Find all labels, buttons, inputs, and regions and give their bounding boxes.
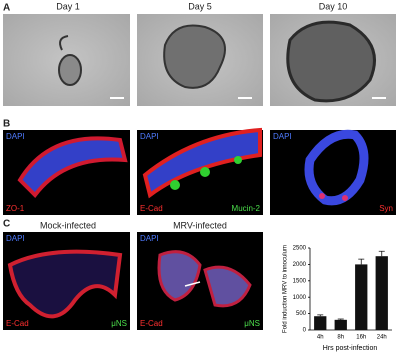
x-tick-label: 16h — [356, 335, 366, 341]
marker-label: Mucin-2 — [232, 204, 261, 213]
marker-label: μNS — [244, 319, 260, 328]
image-title: Mock-infected — [40, 220, 96, 230]
y-axis-title: Fold induction MRV to innoculum — [283, 245, 289, 333]
error-bar — [317, 314, 324, 317]
marker-label: E-Cad — [140, 319, 163, 328]
bar — [334, 319, 347, 330]
marker-label: E-Cad — [6, 319, 29, 328]
error-bar — [358, 258, 365, 265]
bar — [314, 316, 327, 330]
x-tick-label: 8h — [337, 335, 344, 341]
marker-label: μNS — [111, 319, 127, 328]
stain-label: DAPI — [6, 132, 25, 141]
image-title: Day 5 — [188, 1, 212, 11]
y-tick-label: 2500 — [293, 246, 307, 252]
stain-label: DAPI — [273, 132, 292, 141]
marker-label: ZO-1 — [6, 204, 25, 213]
brightfield-images — [3, 14, 396, 106]
y-tick-label: 1000 — [293, 295, 307, 301]
panel-label: C — [3, 219, 10, 230]
stain-label: DAPI — [140, 234, 159, 243]
image-title: Day 10 — [319, 1, 348, 11]
stain-label: DAPI — [6, 234, 25, 243]
y-tick-label: 2000 — [293, 262, 307, 268]
image-title: MRV-infected — [173, 220, 227, 230]
bar — [355, 264, 368, 330]
stain-label: DAPI — [140, 132, 159, 141]
error-bar — [378, 250, 385, 257]
bar — [375, 256, 388, 330]
fluorescence-images — [3, 127, 396, 215]
marker-label: Syn — [379, 204, 393, 213]
y-tick-label: 1500 — [293, 278, 307, 284]
x-axis-title: Hrs post-infection — [323, 345, 378, 352]
x-tick-label: 4h — [317, 335, 324, 341]
image-title: Day 1 — [56, 1, 80, 11]
fluorescence-images — [3, 232, 263, 330]
error-bar — [337, 318, 344, 320]
y-tick-label: 0 — [303, 328, 307, 334]
panel-label: A — [3, 3, 10, 14]
y-tick-label: 500 — [296, 311, 307, 317]
x-tick-label: 24h — [377, 335, 387, 341]
marker-label: E-Cad — [140, 204, 163, 213]
panel-label: B — [3, 119, 10, 130]
